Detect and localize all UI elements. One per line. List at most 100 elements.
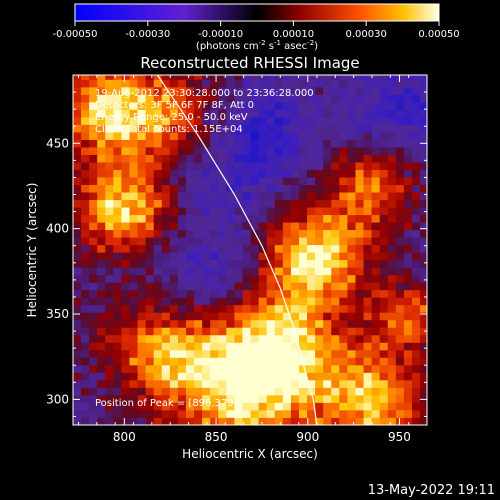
heatmap-pixel <box>121 124 130 133</box>
heatmap-pixel <box>121 327 130 336</box>
heatmap-pixel <box>169 244 179 253</box>
heatmap-pixel <box>137 147 147 155</box>
heatmap-pixel <box>161 79 171 88</box>
heatmap-pixel <box>331 334 340 343</box>
heatmap-pixel <box>242 259 251 268</box>
heatmap-pixel <box>411 229 421 238</box>
heatmap-pixel <box>250 372 260 381</box>
heatmap-pixel <box>290 177 300 186</box>
heatmap-pixel <box>169 162 179 170</box>
heatmap-pixel <box>153 342 163 351</box>
heatmap-pixel <box>129 274 138 283</box>
heatmap-pixel <box>113 297 122 306</box>
heatmap-pixel <box>137 117 147 125</box>
heatmap-pixel <box>89 372 98 381</box>
heatmap-pixel <box>403 349 413 358</box>
heatmap-pixel <box>387 154 397 163</box>
heatmap-pixel <box>121 267 130 276</box>
heatmap-pixel <box>153 282 163 291</box>
heatmap-pixel <box>89 132 98 140</box>
heatmap-pixel <box>97 162 106 170</box>
heatmap-pixel <box>210 101 219 110</box>
heatmap-pixel <box>153 75 163 80</box>
heatmap-pixel <box>153 177 163 186</box>
heatmap-pixel <box>177 259 187 268</box>
heatmap-pixel <box>379 214 389 223</box>
heatmap-pixel <box>395 304 405 313</box>
heatmap-pixel <box>315 94 324 103</box>
heatmap-pixel <box>129 304 138 313</box>
heatmap-pixel <box>282 147 292 155</box>
heatmap-pixel <box>379 207 389 216</box>
heatmap-pixel <box>185 312 195 321</box>
heatmap-pixel <box>315 79 324 88</box>
heatmap-pixel <box>315 417 324 425</box>
heatmap-pixel <box>395 244 405 253</box>
heatmap-pixel <box>282 274 292 283</box>
heatmap-pixel <box>105 139 114 148</box>
heatmap-pixel <box>282 402 292 411</box>
heatmap-pixel <box>169 372 179 381</box>
heatmap-pixel <box>202 207 211 216</box>
heatmap-pixel <box>420 252 427 261</box>
heatmap-pixel <box>81 364 90 373</box>
heatmap-pixel <box>290 94 300 103</box>
heatmap-pixel <box>129 364 138 373</box>
heatmap-pixel <box>113 364 122 373</box>
heatmap-pixel <box>234 364 243 373</box>
heatmap-pixel <box>387 417 397 425</box>
heatmap-pixel <box>105 94 114 103</box>
heatmap-pixel <box>121 109 130 118</box>
heatmap-pixel <box>323 124 332 133</box>
heatmap-pixel <box>315 192 324 201</box>
heatmap-pixel <box>290 319 300 328</box>
heatmap-pixel <box>73 207 82 216</box>
heatmap-pixel <box>266 327 276 336</box>
heatmap-pixel <box>113 289 122 298</box>
heatmap-pixel <box>266 177 276 186</box>
heatmap-pixel <box>177 267 187 276</box>
heatmap-pixel <box>185 274 195 283</box>
heatmap-pixel <box>403 267 413 276</box>
heatmap-pixel <box>403 222 413 231</box>
heatmap-pixel <box>339 139 348 148</box>
heatmap-pixel <box>387 75 397 80</box>
heatmap-pixel <box>97 274 106 283</box>
heatmap-pixel <box>266 387 276 396</box>
heatmap-pixel <box>242 109 251 118</box>
heatmap-pixel <box>290 349 300 358</box>
heatmap-pixel <box>403 274 413 283</box>
heatmap-pixel <box>371 282 381 291</box>
heatmap-pixel <box>387 274 397 283</box>
heatmap-pixel <box>420 199 427 208</box>
heatmap-pixel <box>145 304 155 313</box>
heatmap-pixel <box>137 387 147 396</box>
heatmap-pixel <box>282 124 292 133</box>
heatmap-pixel <box>411 364 421 373</box>
heatmap-pixel <box>89 192 98 201</box>
heatmap-pixel <box>420 319 427 328</box>
heatmap-pixel <box>387 132 397 140</box>
heatmap-pixel <box>411 192 421 201</box>
heatmap-pixel <box>355 417 364 425</box>
heatmap-pixel <box>169 132 179 140</box>
heatmap-pixel <box>420 402 427 411</box>
heatmap-pixel <box>307 394 316 403</box>
heatmap-pixel <box>113 237 122 246</box>
heatmap-pixel <box>202 132 211 140</box>
heatmap-pixel <box>339 109 348 118</box>
heatmap-pixel <box>218 184 227 193</box>
heatmap-pixel <box>315 117 324 125</box>
heatmap-pixel <box>403 259 413 268</box>
heatmap-pixel <box>194 124 203 133</box>
heatmap-pixel <box>411 289 421 298</box>
heatmap-pixel <box>420 417 427 425</box>
heatmap-pixel <box>185 297 195 306</box>
heatmap-pixel <box>169 154 179 163</box>
heatmap-pixel <box>89 304 98 313</box>
heatmap-pixel <box>323 199 332 208</box>
heatmap-pixel <box>331 139 340 148</box>
heatmap-pixel <box>315 319 324 328</box>
heatmap-pixel <box>137 289 147 298</box>
heatmap-pixel <box>298 297 308 306</box>
